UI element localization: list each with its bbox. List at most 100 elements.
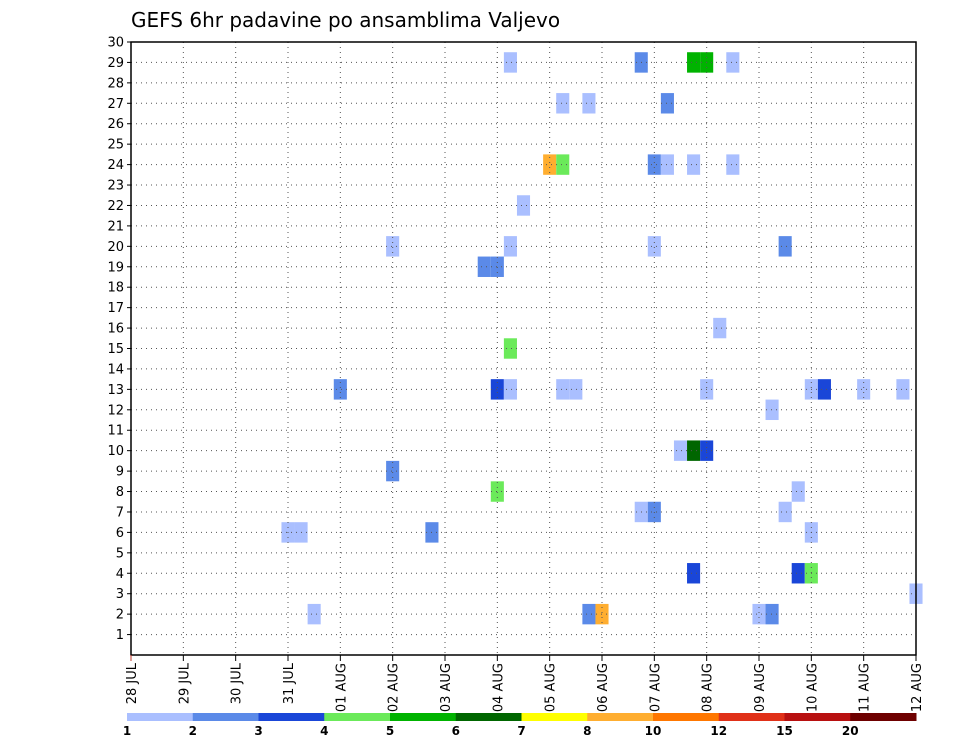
y-tick-label-29: 30 [107,36,124,51]
y-tick-label-28: 29 [107,56,124,71]
cell-7 [477,256,491,277]
y-axis: 1234567891011121314151617181920212223242… [107,36,131,643]
y-tick-label-6: 7 [116,505,124,520]
x-tick-label-13: 10 AUG [805,663,820,712]
cell-22 [582,603,596,625]
x-tick-label-7: 04 AUG [491,663,506,712]
y-tick-label-21: 22 [107,199,124,214]
colorbar-label-6: 7 [517,724,525,738]
cell-46 [778,501,792,523]
colorbar-swatch-6 [521,713,588,721]
y-tick-label-20: 21 [107,219,124,234]
cell-43 [765,399,779,421]
y-tick-label-5: 6 [116,526,124,541]
cell-45 [778,236,792,257]
colorbar-swatch-7 [587,713,654,721]
x-tick-label-11: 08 AUG [701,663,716,712]
y-tick-label-13: 14 [107,362,124,377]
y-tick-label-12: 13 [107,383,124,398]
colorbar-swatch-3 [324,713,391,721]
colorbar-label-7: 8 [583,724,591,738]
colorbar-swatch-4 [390,713,457,721]
colorbar-label-9: 12 [710,724,727,738]
y-tick-label-14: 15 [107,342,124,357]
y-tick-label-9: 10 [107,444,124,459]
cell-13 [503,338,517,359]
y-tick-label-15: 16 [107,322,124,337]
colorbar-label-8: 10 [645,724,662,738]
cell-31 [673,440,688,461]
y-tick-label-18: 19 [107,260,124,275]
colorbar-swatch-2 [258,713,325,721]
cell-42 [752,603,766,625]
x-tick-label-14: 11 AUG [858,663,873,712]
x-tick-label-4: 01 AUG [334,663,349,712]
cell-14 [503,379,517,400]
y-tick-label-0: 1 [116,628,124,643]
colorbar-swatch-1 [192,713,259,721]
y-tick-label-17: 18 [107,281,124,296]
colorbar-label-5: 6 [452,724,460,738]
cell-17 [556,93,570,114]
y-tick-label-19: 20 [107,240,124,255]
colorbar-swatch-11 [850,713,917,721]
cell-53 [857,379,871,400]
x-tick-label-1: 29 JUL [177,662,192,704]
cell-41 [726,154,740,175]
cell-3 [333,379,347,400]
cell-34 [687,440,701,461]
cell-30 [660,154,674,175]
cell-48 [791,563,805,584]
cell-5 [386,460,400,482]
y-tick-label-11: 12 [107,403,124,418]
colorbar-label-4: 5 [386,724,394,738]
cell-47 [791,481,805,502]
cell-2 [307,603,321,625]
cell-29 [660,93,674,114]
x-tick-label-8: 05 AUG [544,663,559,712]
x-tick-label-6: 03 AUG [439,663,454,712]
y-tick-label-10: 11 [107,424,124,439]
x-tick-label-10: 07 AUG [648,663,663,712]
y-tick-label-3: 4 [116,567,124,582]
colorbar-swatch-10 [784,713,851,721]
cell-12 [503,236,517,257]
cell-39 [713,317,727,339]
colorbar-legend: 1 2 3 4 5 6 7 8 10 12 15 20 [123,713,917,738]
colorbar-swatch-5 [455,713,522,721]
x-tick-label-15: 12 AUG [910,663,925,712]
cell-18 [556,154,570,175]
cell-16 [543,154,557,175]
cell-35 [687,563,701,584]
y-tick-label-23: 24 [107,158,124,173]
cell-4 [386,236,400,257]
y-tick-label-1: 2 [116,608,124,623]
y-tick-label-2: 3 [116,587,124,602]
colorbar-label-10: 15 [776,724,793,738]
cell-9 [490,379,504,400]
cell-32 [687,52,701,73]
cell-54 [896,379,910,400]
y-tick-label-7: 8 [116,485,124,500]
cell-28 [647,501,661,523]
y-tick-label-4: 5 [116,546,124,561]
cell-19 [556,379,570,400]
y-tick-label-22: 23 [107,179,124,194]
colorbar-label-11: 20 [842,724,859,738]
colorbar-swatch-0 [127,713,194,721]
cell-26 [647,154,661,175]
colorbar-label-0: 1 [123,724,131,738]
cell-52 [817,379,831,400]
x-tick-label-9: 06 AUG [596,663,611,712]
colorbar-swatch-9 [718,713,785,721]
colorbar-label-2: 3 [254,724,262,738]
cell-8 [490,256,504,277]
cell-15 [516,195,531,216]
cell-11 [503,52,517,73]
cell-33 [687,154,701,175]
chart-title: GEFS 6hr padavine po ansamblima Valjevo [131,8,560,32]
cell-10 [490,481,504,502]
cell-40 [726,52,740,73]
colorbar-swatch-8 [653,713,720,721]
